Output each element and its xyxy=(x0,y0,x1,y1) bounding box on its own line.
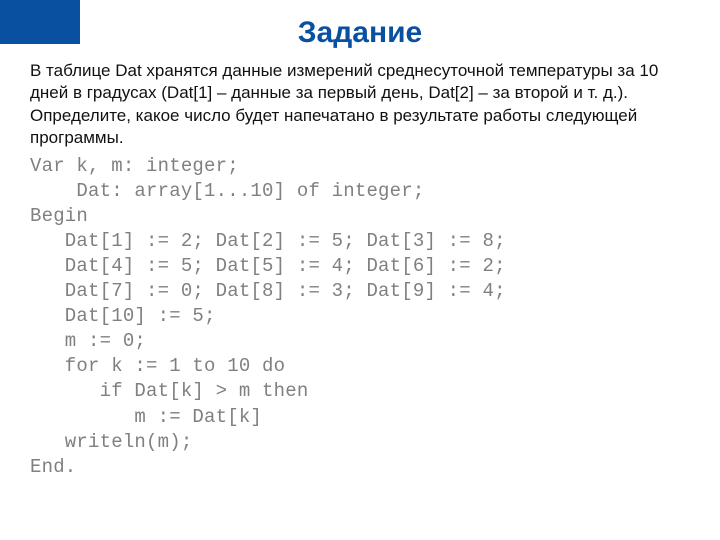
code-block: Var k, m: integer; Dat: array[1...10] of… xyxy=(30,154,690,480)
slide-content: В таблице Dat хранятся данные измерений … xyxy=(0,60,720,480)
slide-page: Задание В таблице Dat хранятся данные из… xyxy=(0,0,720,540)
slide-title: Задание xyxy=(0,0,720,60)
task-description: В таблице Dat хранятся данные измерений … xyxy=(30,60,690,150)
corner-accent-block xyxy=(0,0,80,44)
